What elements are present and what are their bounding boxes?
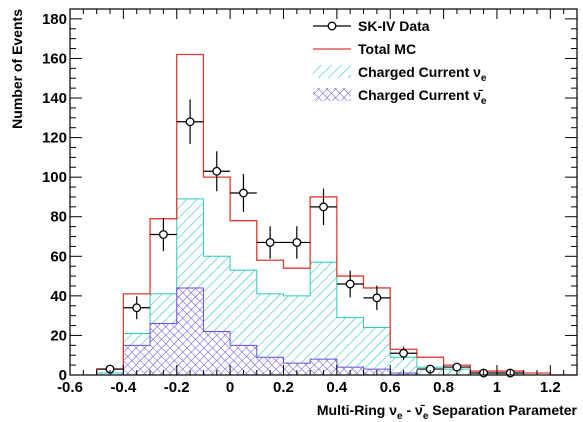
data-marker: [452, 362, 462, 372]
legend-cc-nue-swatch: [313, 65, 351, 78]
x-tick-label: 0.4: [326, 379, 348, 396]
x-tick-label: 0: [226, 379, 234, 396]
data-marker: [238, 188, 248, 198]
y-tick-label: 140: [42, 90, 67, 107]
x-axis-label: Multi-Ring νe - ν̄e Separation Parameter: [317, 402, 578, 422]
y-axis-label: Number of Events: [9, 9, 25, 129]
y-tick-label: 20: [50, 327, 67, 344]
data-marker: [265, 237, 275, 247]
data-point: [363, 285, 391, 311]
cc-nuebar-fill-b: [96, 287, 578, 375]
axes: -0.6 -0.4 -0.2 0 0.2 0.4 0.6 0.8 1 1.2 0 20 40 60 80 10…: [42, 8, 578, 396]
x-tick-label: -0.4: [110, 379, 137, 396]
data-marker: [212, 166, 222, 176]
data-point: [310, 188, 337, 226]
data-marker: [372, 293, 382, 303]
legend-mc-label: Total MC: [358, 41, 416, 57]
data-point: [336, 270, 364, 298]
y-tick-label: 40: [50, 288, 67, 305]
data-point: [230, 173, 257, 212]
histogram-bars: [96, 53, 578, 376]
data-point: [123, 296, 151, 320]
legend-cc-nue-label: Charged Current νe: [358, 64, 487, 84]
data-marker: [132, 303, 142, 313]
data-marker: [158, 230, 168, 239]
legend-cc-nuebar-label: Charged Current ν̄e: [358, 87, 487, 107]
x-tick-label: 1: [493, 379, 501, 396]
data-point: [150, 217, 177, 252]
y-tick-label: 0: [59, 367, 67, 384]
data-point: [96, 364, 124, 374]
y-tick-label: 100: [42, 169, 67, 186]
legend-data-marker: [327, 21, 337, 31]
data-point: [390, 346, 417, 360]
y-tick-label: 160: [42, 50, 67, 67]
data-point: [256, 226, 284, 259]
data-point: [203, 151, 231, 192]
x-tick-label: 0.6: [380, 379, 401, 396]
data-point: [283, 226, 311, 259]
x-tick-label: 0.2: [273, 379, 294, 396]
y-tick-label: 120: [42, 130, 67, 147]
legend-data-label: SK-IV Data: [358, 18, 430, 34]
data-marker: [399, 348, 409, 358]
legend: SK-IV Data Total MC Charged Current νe Char…: [313, 18, 487, 107]
data-point: [176, 99, 204, 145]
data-point: [416, 364, 444, 374]
data-marker: [319, 202, 328, 212]
x-tick-label: -0.2: [164, 379, 190, 396]
data-marker: [292, 237, 302, 247]
y-tick-label: 60: [50, 248, 67, 265]
x-tick-label: -0.6: [57, 379, 83, 396]
data-marker: [345, 279, 355, 289]
x-tick-label: 0.8: [433, 379, 454, 396]
y-tick-label: 80: [50, 209, 67, 226]
y-tick-label: 180: [42, 11, 67, 28]
legend-cc-nuebar-swatch-b: [313, 88, 351, 101]
data-marker: [185, 117, 195, 127]
x-tick-label: 1.2: [540, 379, 561, 396]
